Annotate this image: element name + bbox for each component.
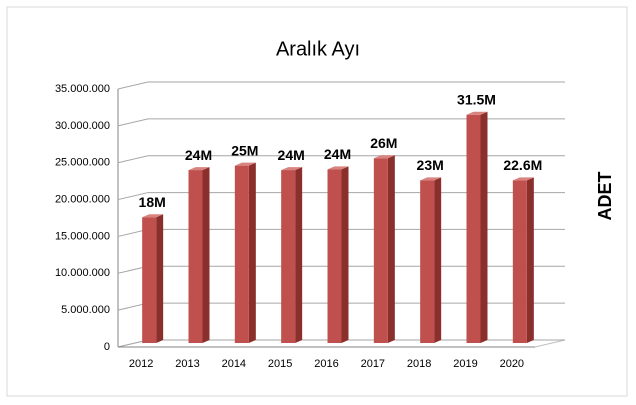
y-tick-label: 15.000.000 [55, 230, 110, 242]
bar-side [387, 155, 395, 343]
bar-side [341, 166, 349, 343]
data-label: 18M [139, 194, 166, 210]
chart-title: Aralık Ayı [276, 38, 360, 60]
x-tick-label: 2020 [500, 358, 524, 370]
bar-top [466, 111, 488, 115]
bar [234, 165, 249, 343]
y-tick-label: 30.000.000 [55, 120, 110, 132]
bar-side [295, 167, 303, 343]
bar [142, 217, 157, 343]
y-tick-label: 35.000.000 [55, 83, 110, 95]
x-tick-label: 2018 [407, 358, 431, 370]
data-label: 22.6M [503, 157, 542, 173]
x-tick-label: 2016 [314, 358, 338, 370]
bar-top [188, 167, 210, 171]
grid-line [117, 118, 565, 127]
x-tick-label: 2012 [129, 358, 153, 370]
bar-side [434, 177, 442, 343]
x-tick-label: 2019 [453, 358, 477, 370]
y-tick-label: 5.000.000 [61, 304, 110, 316]
bar-top [281, 167, 303, 171]
y-tick-label: 10.000.000 [55, 267, 110, 279]
bar [188, 170, 203, 343]
bar [420, 180, 435, 343]
y-tick-label: 25.000.000 [55, 157, 110, 169]
bar-top [234, 162, 256, 166]
bar [373, 158, 388, 343]
x-tick-label: 2017 [361, 358, 385, 370]
data-label: 24M [185, 147, 212, 163]
bar-side [248, 162, 256, 343]
x-tick-label: 2015 [268, 358, 292, 370]
y-axis-title: ADET [595, 171, 615, 220]
bar-side [202, 167, 210, 343]
bar [281, 170, 296, 343]
data-label: 26M [370, 135, 397, 151]
data-label: 24M [278, 147, 305, 163]
bar [512, 180, 527, 343]
data-label: 31.5M [457, 92, 496, 108]
data-label: 24M [324, 146, 351, 162]
bar [327, 169, 342, 343]
bar-top [512, 177, 534, 181]
bar [466, 114, 481, 343]
y-tick-label: 0 [104, 341, 110, 353]
bar-top [327, 166, 349, 170]
bar-top [373, 155, 395, 159]
bar-side [526, 177, 534, 343]
x-tick-label: 2014 [222, 358, 246, 370]
data-label: 23M [417, 157, 444, 173]
grid-line [117, 81, 565, 90]
bar-top [420, 177, 442, 181]
x-tick-label: 2013 [175, 358, 199, 370]
bar-top [142, 214, 164, 218]
bar-side [156, 214, 164, 343]
data-label: 25M [231, 142, 258, 158]
bar-side [480, 111, 488, 343]
grid-line [117, 155, 565, 164]
y-tick-label: 20.000.000 [55, 193, 110, 205]
